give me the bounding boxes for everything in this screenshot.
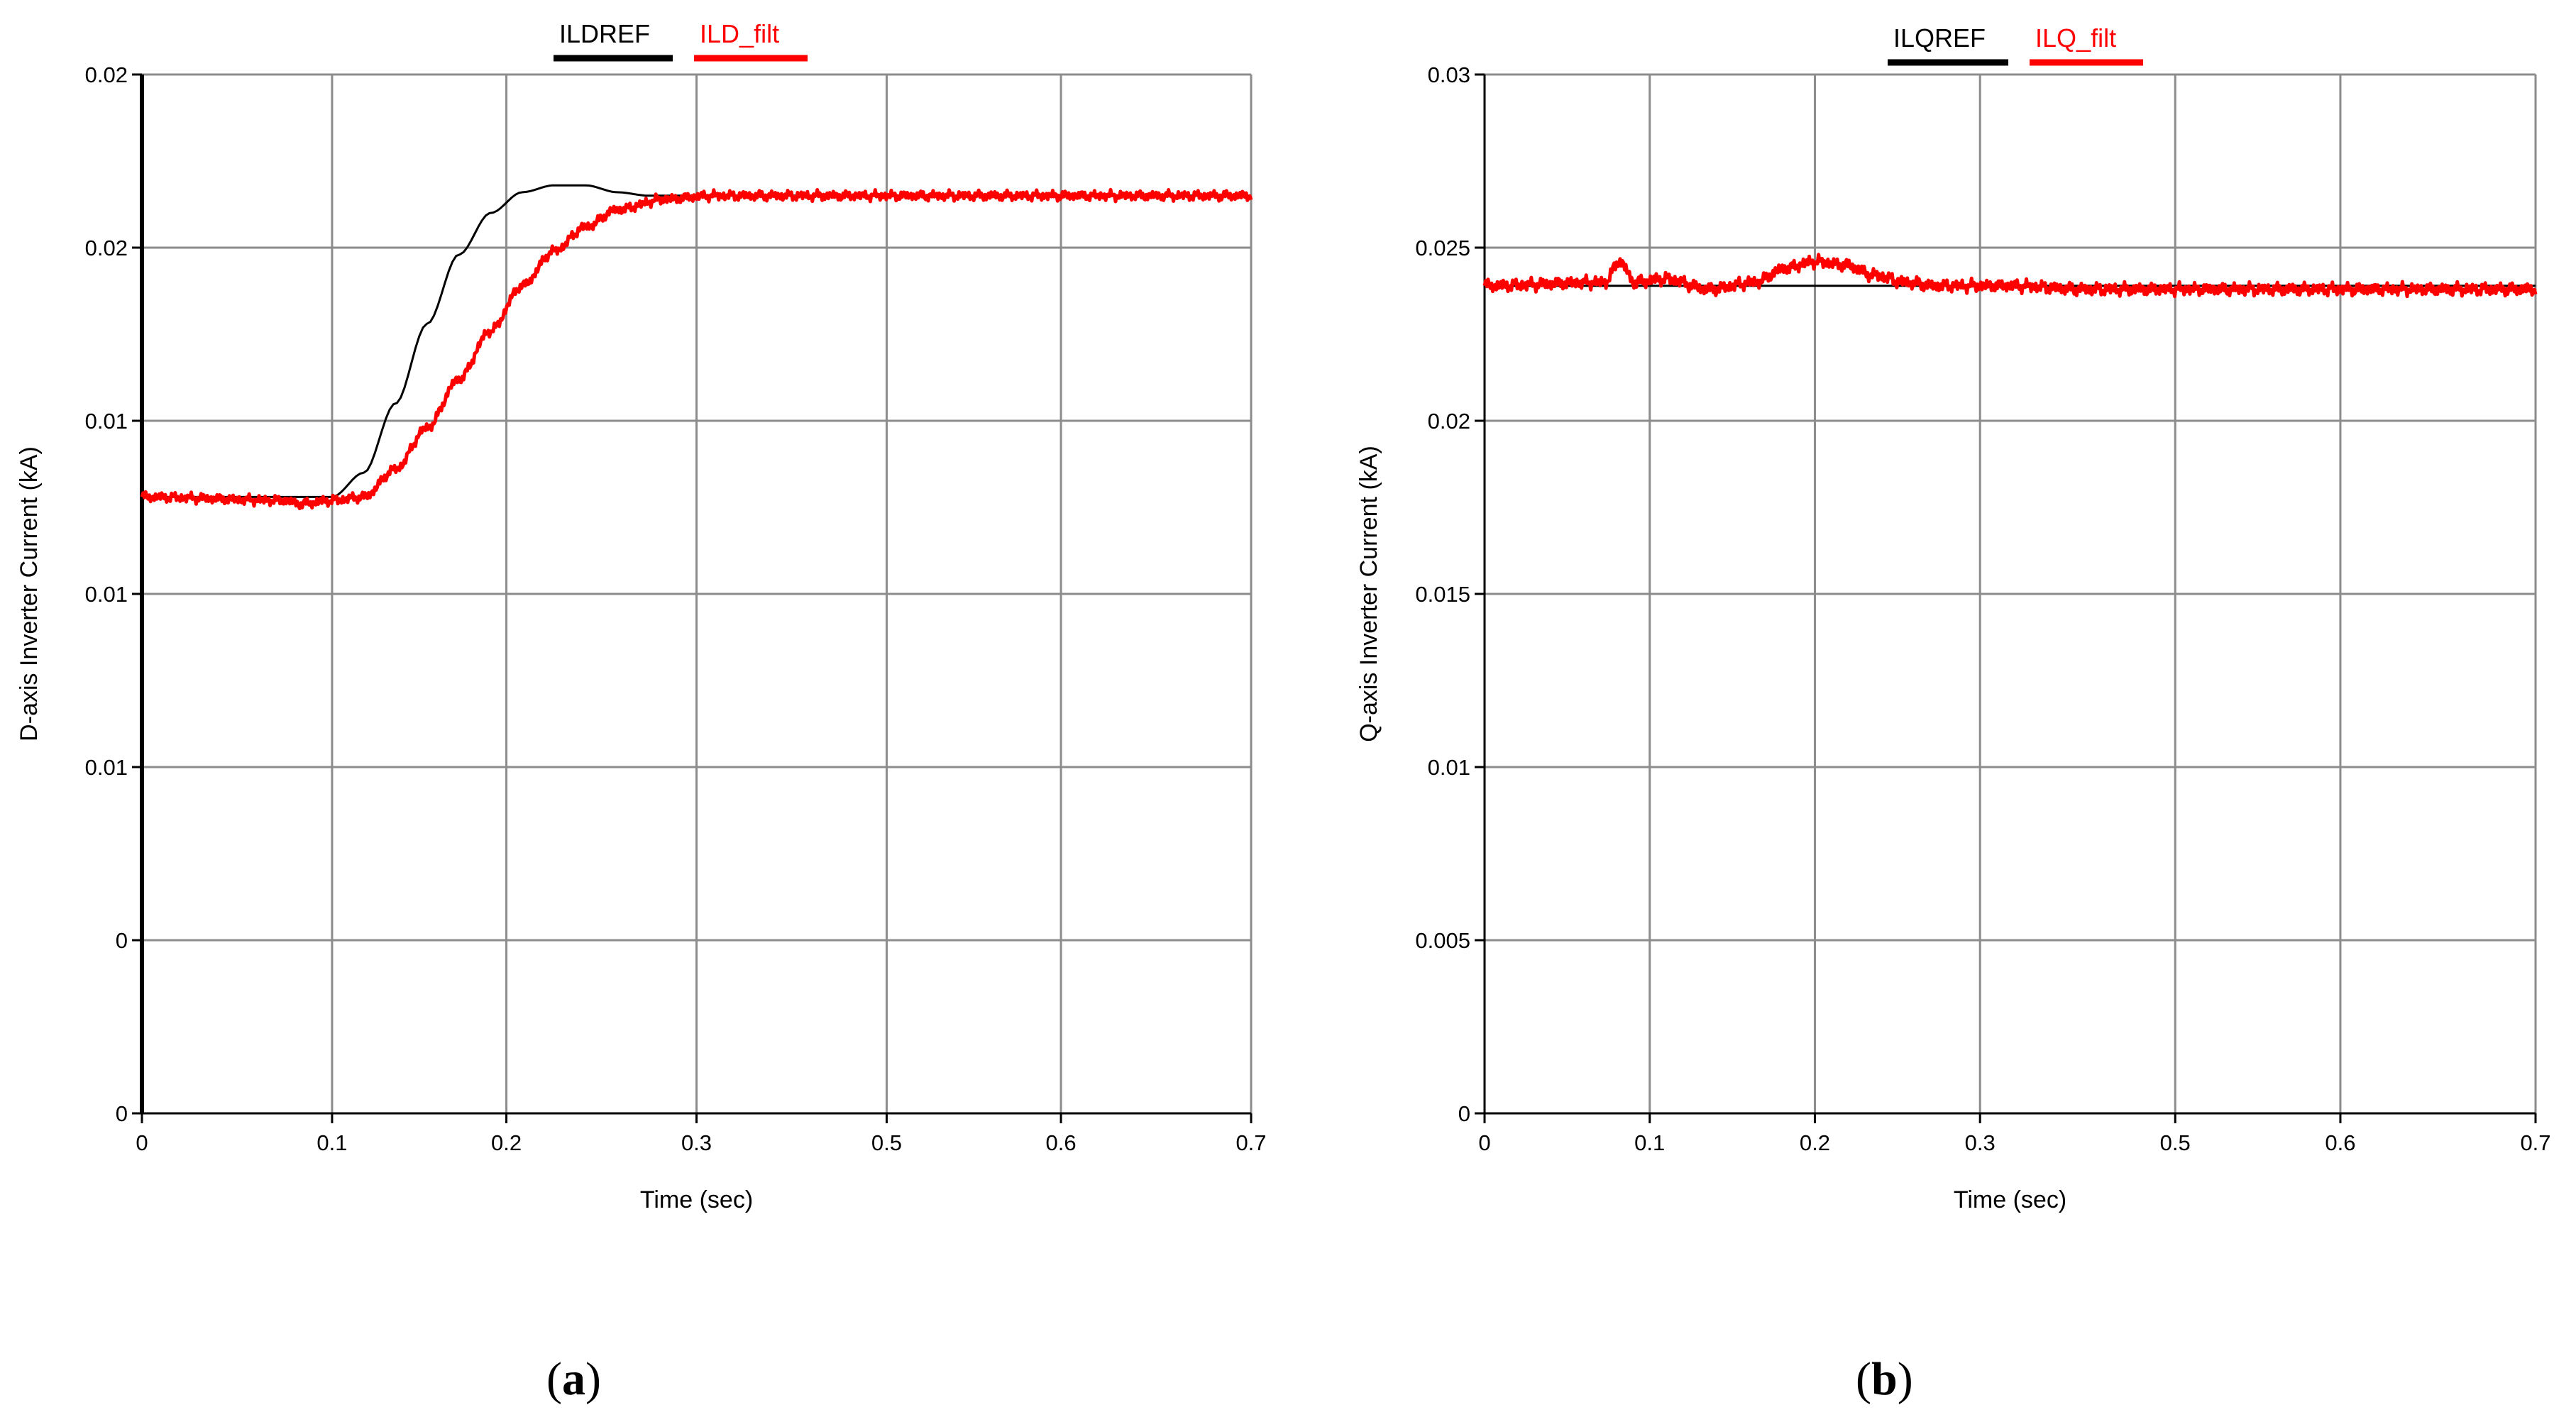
legend-label-ildref: ILDREF (559, 19, 650, 48)
y-tick-label: 0 (116, 1101, 128, 1126)
y-tick-label: 0.005 (1415, 928, 1470, 953)
legend-label-ilq-filt: ILQ_filt (2035, 23, 2116, 53)
y-tick-label: 0.02 (85, 62, 128, 87)
panel-label: (b) (1856, 1353, 1913, 1405)
x-tick-label: 0.3 (1965, 1130, 1996, 1155)
x-tick-label: 0.3 (681, 1130, 712, 1155)
chart-panel-a: 0 0.1 0.2 0.3 0.5 0.6 0.7000.010.010.010.020.0… (16, 19, 1267, 1405)
panel-label-letter: a (562, 1353, 585, 1405)
panel-label-close: ) (1898, 1353, 1913, 1405)
y-tick-label: 0.01 (1428, 755, 1470, 780)
panel-label-letter: b (1871, 1353, 1898, 1405)
y-tick-label: 0.025 (1415, 236, 1470, 260)
panel-label-open: ( (546, 1353, 562, 1405)
x-tick-label: 0.1 (1634, 1130, 1665, 1155)
legend-label-ilqref: ILQREF (1893, 23, 1986, 53)
y-tick-label: 0.015 (1415, 582, 1470, 607)
legend: ILDREF ILD_filt (554, 19, 808, 62)
y-tick-label: 0.02 (85, 236, 128, 260)
y-tick-label: 0 (116, 928, 128, 953)
x-tick-label: 0.7 (2520, 1130, 2550, 1155)
y-tick-label: 0.02 (1428, 409, 1470, 434)
x-tick-label: 0.2 (491, 1130, 522, 1155)
x-tick-label: 0.5 (871, 1130, 902, 1155)
x-tick-label: 0 (136, 1130, 148, 1155)
series-line-ilq-filt (1482, 253, 2538, 299)
panel-label: (a) (546, 1353, 601, 1405)
y-tick-label: 0.03 (1428, 62, 1470, 87)
y-tick-label: 0.01 (85, 409, 128, 434)
x-tick-label: 0.6 (2325, 1130, 2355, 1155)
panel-label-open: ( (1856, 1353, 1871, 1405)
panel-label-close: ) (585, 1353, 601, 1405)
x-tick-label: 0.6 (1046, 1130, 1077, 1155)
y-tick-label: 0 (1458, 1101, 1470, 1126)
y-axis-title: Q-axis Inverter Current (kA) (1355, 446, 1382, 742)
y-tick-label: 0.01 (85, 755, 128, 780)
x-axis-title: Time (sec) (640, 1186, 753, 1213)
x-tick-label: 0.1 (317, 1130, 347, 1155)
x-tick-label: 0.2 (1800, 1130, 1830, 1155)
legend: ILQREF ILQ_filt (1888, 23, 2144, 66)
grid-lines (141, 73, 1253, 1115)
y-axis-title: D-axis Inverter Current (kA) (16, 446, 43, 742)
y-tick-label: 0.01 (85, 582, 128, 607)
chart-panel-b: 0 0.1 0.2 0.3 0.5 0.6 0.7 0 0.005 0.01 0.015 0.02 0.… (1355, 23, 2551, 1405)
x-tick-label: 0 (1478, 1130, 1490, 1155)
x-tick-label: 0.7 (1235, 1130, 1266, 1155)
legend-label-ild-filt: ILD_filt (700, 19, 779, 48)
x-axis-title: Time (sec) (1954, 1186, 2066, 1213)
series-line-ild-filt (140, 187, 1253, 511)
x-tick-label: 0.5 (2160, 1130, 2191, 1155)
